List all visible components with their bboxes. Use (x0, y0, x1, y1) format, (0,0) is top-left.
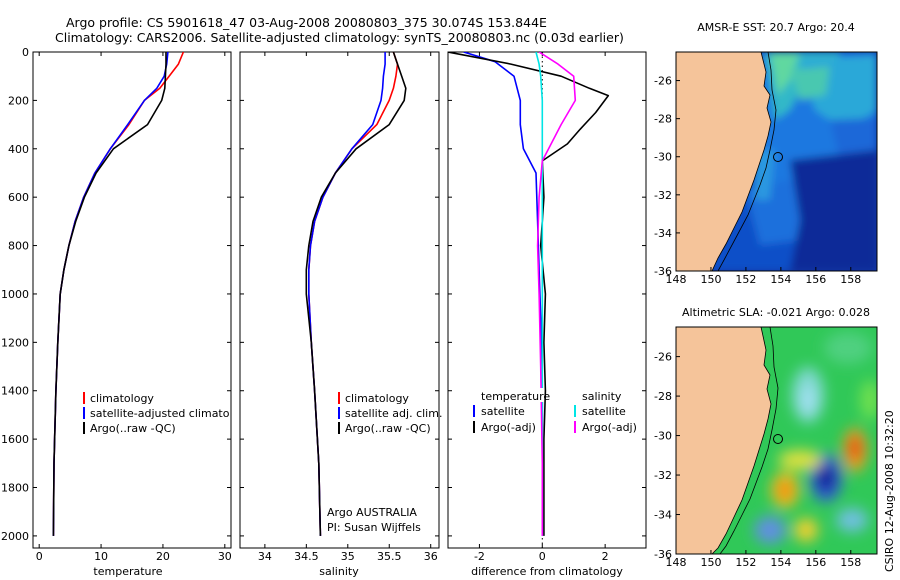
csiro-timestamp: CSIRO 12-Aug-2008 10:32:20 (883, 410, 896, 572)
x-tick-label: 36 (424, 550, 438, 563)
map-x-tick-label: 150 (700, 556, 721, 569)
map-x-tick-label: 154 (770, 273, 791, 286)
legend-temperature-argo: Argo(-adj) (481, 421, 536, 434)
x-tick-label: 34.5 (294, 550, 319, 563)
legend-salinity-satellite: satellite (582, 405, 626, 418)
map-y-tick-label: -36 (654, 265, 672, 278)
map-x-tick-label: 158 (840, 556, 861, 569)
map-x-tick-label: 148 (666, 556, 687, 569)
temperature-legend: climatology satellite-adjusted climatolo… (83, 392, 253, 435)
legend-argo-raw: Argo(..raw -QC) (90, 422, 176, 435)
x-tick-label: 35 (341, 550, 355, 563)
map-x-tick-label: 156 (805, 273, 826, 286)
y-tick-label: 800 (8, 240, 29, 253)
temperature-y-axis: 0 200 400 600 800 1000 1200 1400 1600 1800 2000 (1, 46, 231, 543)
x-tick-label: 30 (218, 550, 232, 563)
y-tick-label: 1400 (1, 385, 29, 398)
series-argo-raw-qc- (305, 52, 407, 536)
salinity-series (305, 52, 407, 536)
legend-climatology: climatology (345, 392, 409, 405)
legend-argo-raw: Argo(..raw -QC) (345, 422, 431, 435)
x-tick-label: 35.5 (377, 550, 402, 563)
difference-legend: temperature satellite Argo(-adj) salinit… (473, 388, 637, 434)
difference-y-axis (448, 51, 646, 537)
legend-salinity-argo: Argo(-adj) (582, 421, 637, 434)
sst-map-panel: AMSR-E SST: 20.7 Argo: 20.4 148 150 152 154… (654, 21, 878, 286)
legend-temperature-heading: temperature (481, 390, 550, 403)
sla-field (754, 332, 877, 544)
map-x-tick-label: 156 (805, 556, 826, 569)
x-tick-label: 0 (36, 550, 43, 563)
sla-map-axes: 148 150 152 154 156 158 -26 -28 -30 -32 -34 -36 (654, 351, 861, 569)
sla-map-title: Altimetric SLA: -0.021 Argo: 0.028 (682, 306, 870, 319)
y-tick-label: 2000 (1, 530, 29, 543)
map-y-tick-label: -30 (654, 430, 672, 443)
y-tick-label: 1600 (1, 433, 29, 446)
x-tick-label: 2 (602, 550, 609, 563)
x-tick-label: 34 (258, 550, 272, 563)
map-y-tick-label: -32 (654, 469, 672, 482)
salinity-x-axis: 34 34.5 35 35.5 36 (258, 52, 438, 563)
temperature-series (52, 52, 185, 536)
map-y-tick-label: -34 (654, 227, 672, 240)
salinity-legend: climatology satellite adj. clim. Argo(..… (338, 392, 442, 435)
map-x-tick-label: 154 (770, 556, 791, 569)
salinity-x-label: salinity (319, 565, 359, 578)
sst-map-title: AMSR-E SST: 20.7 Argo: 20.4 (697, 21, 855, 34)
map-x-tick-label: 152 (735, 273, 756, 286)
difference-panel: -2 0 2 difference from climatology tempera… (447, 51, 647, 578)
y-tick-label: 400 (8, 143, 29, 156)
y-tick-label: 1000 (1, 288, 29, 301)
map-x-tick-label: 148 (666, 273, 687, 286)
temperature-x-axis: 0 10 20 30 (36, 52, 232, 563)
y-tick-label: 1200 (1, 336, 29, 349)
map-y-tick-label: -28 (654, 390, 672, 403)
pi-label: PI: Susan Wijffels (327, 521, 421, 534)
map-y-tick-label: -26 (654, 75, 672, 88)
map-y-tick-label: -36 (654, 548, 672, 561)
figure-title-line2: Climatology: CARS2006. Satellite-adjuste… (55, 30, 624, 45)
sst-map-axes: 148 150 152 154 156 158 -26 -28 -30 -32 -34 -36 (654, 75, 861, 286)
y-tick-label: 600 (8, 191, 29, 204)
argo-australia-label: Argo AUSTRALIA (327, 506, 417, 519)
map-y-tick-label: -34 (654, 509, 672, 522)
map-y-tick-label: -26 (654, 351, 672, 364)
series-argo-raw-qc- (52, 52, 167, 536)
y-tick-label: 0 (22, 46, 29, 59)
difference-x-label: difference from climatology (471, 565, 623, 578)
temperature-x-label: temperature (93, 565, 162, 578)
x-tick-label: 20 (156, 550, 170, 563)
map-x-tick-label: 158 (840, 273, 861, 286)
legend-salinity-heading: salinity (582, 390, 622, 403)
temperature-panel: 0 200 400 600 800 1000 1200 1400 1600 1800 2000 0 1… (1, 46, 253, 578)
legend-satellite-adj-clim: satellite adj. clim. (345, 407, 442, 420)
map-y-tick-label: -30 (654, 151, 672, 164)
legend-climatology: climatology (90, 392, 154, 405)
map-y-tick-label: -32 (654, 189, 672, 202)
legend-temperature-satellite: satellite (481, 405, 525, 418)
figure-title-line1: Argo profile: CS 5901618_47 03-Aug-2008 … (66, 15, 547, 30)
series-salinity-argo-adj- (536, 52, 577, 536)
x-tick-label: -2 (474, 550, 485, 563)
map-y-tick-label: -28 (654, 113, 672, 126)
sla-map-panel: Altimetric SLA: -0.021 Argo: 0.028 (654, 306, 878, 569)
salinity-y-axis (240, 51, 439, 537)
x-tick-label: 10 (94, 550, 108, 563)
x-tick-label: 0 (539, 550, 546, 563)
legend-satellite-adjusted-climatology: satellite-adjusted climatology (90, 407, 253, 420)
y-tick-label: 1800 (1, 482, 29, 495)
map-x-tick-label: 150 (700, 273, 721, 286)
y-tick-label: 200 (8, 94, 29, 107)
map-x-tick-label: 152 (735, 556, 756, 569)
salinity-panel: 34 34.5 35 35.5 36 salinity climatology sate… (239, 51, 442, 578)
